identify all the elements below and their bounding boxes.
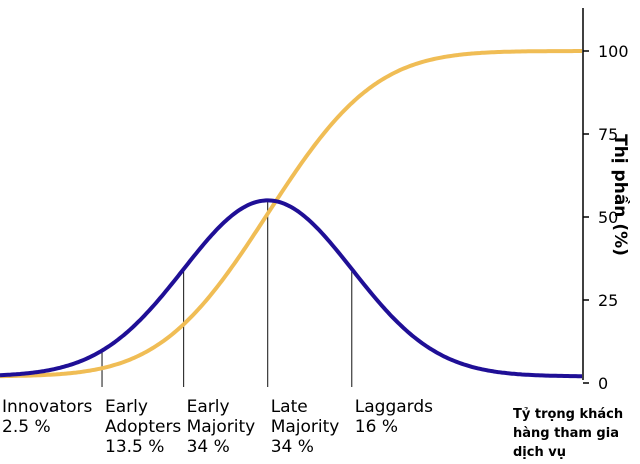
x-axis-label-line: hàng tham gia bbox=[513, 426, 619, 441]
segment-dividers bbox=[101, 200, 353, 387]
x-axis-label: Tỷ trọng khách hàng tham gia dịch vụ bbox=[513, 407, 628, 460]
cumulative-market-share-curve bbox=[0, 49, 582, 379]
segment-percent: 34 % bbox=[187, 437, 230, 457]
y-axis-label: Thị phần (%) bbox=[610, 134, 631, 256]
x-axis-label-line: Tỷ trọng khách bbox=[513, 407, 623, 422]
segment-name: Innovators bbox=[2, 397, 92, 417]
y-axis-ticks: 0 25 50 75 100 bbox=[583, 42, 629, 393]
segment-name: Majority bbox=[271, 417, 340, 437]
segment-percent: 16 % bbox=[355, 417, 398, 437]
segment-name: Majority bbox=[187, 417, 256, 437]
segment-percent: 34 % bbox=[271, 437, 314, 457]
segment-name: Early bbox=[187, 397, 230, 417]
y-tick-label: 0 bbox=[598, 374, 608, 393]
segment-percent: 13.5 % bbox=[105, 437, 164, 457]
y-tick-label: 100 bbox=[598, 42, 629, 61]
segment-percent: 2.5 % bbox=[2, 417, 51, 437]
y-tick-label: 25 bbox=[598, 291, 618, 310]
adoption-bell-curve bbox=[0, 198, 582, 379]
segment-name: Late bbox=[271, 397, 308, 417]
y-tick-label: 50 bbox=[598, 208, 618, 227]
segment-name: Laggards bbox=[355, 397, 433, 417]
segment-name: Early bbox=[105, 397, 148, 417]
x-axis-label-line: dịch vụ bbox=[513, 445, 566, 460]
y-tick-label: 75 bbox=[598, 125, 618, 144]
segment-name: Adopters bbox=[105, 417, 181, 437]
